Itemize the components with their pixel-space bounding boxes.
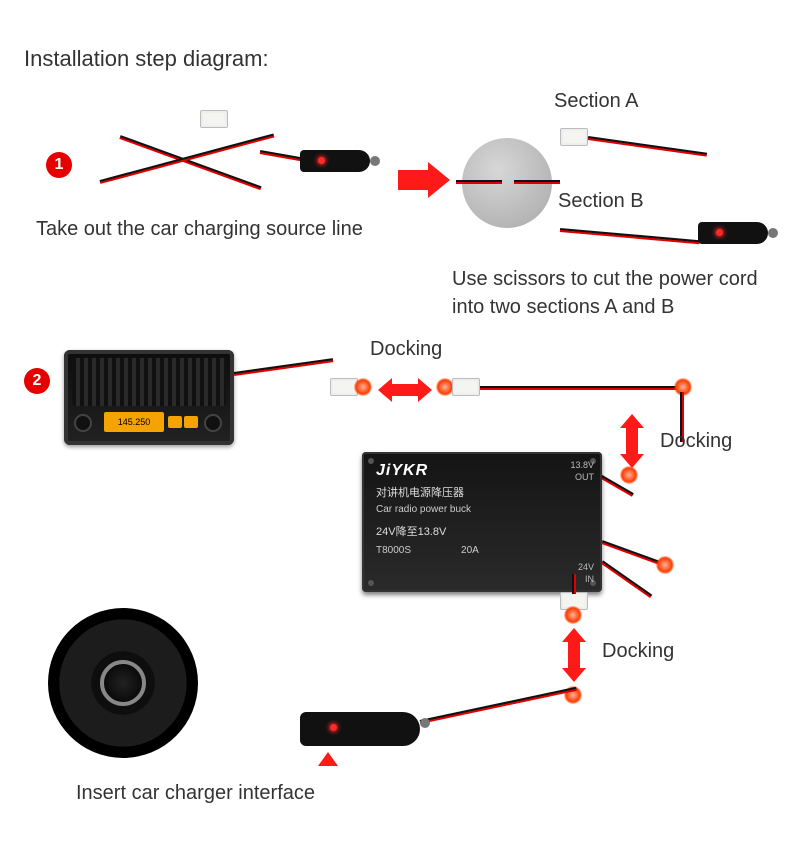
white-connector-icon [560, 128, 588, 146]
radio-screen: 145.250 [104, 412, 164, 432]
step-badge-1: 1 [46, 152, 72, 178]
car-plug-icon [698, 222, 768, 244]
cable-segment [572, 574, 576, 594]
cable-segment [514, 180, 560, 184]
white-connector-icon [452, 378, 480, 396]
buck-en-label: Car radio power buck [376, 504, 588, 515]
glow-dot-icon [656, 556, 674, 574]
glow-dot-icon [354, 378, 372, 396]
section-b-label: Section B [558, 190, 644, 213]
cable-segment [234, 358, 334, 376]
cut-caption-line1: Use scissors to cut the power cord [452, 268, 758, 291]
cable-segment [601, 560, 652, 598]
section-a-label: Section A [554, 90, 639, 113]
buck-model: T8000S [376, 545, 411, 556]
buck-brand: JiYKR [376, 462, 588, 480]
buck-out-v: 13.8V [570, 460, 594, 470]
insert-caption: Insert car charger interface [76, 782, 315, 805]
buck-out-label: OUT [575, 472, 594, 482]
cable-segment [588, 136, 707, 157]
radio-device-icon: 145.250 [64, 350, 234, 445]
buck-amps: 20A [461, 545, 479, 556]
double-arrow-vert-icon [562, 628, 586, 682]
glow-dot-icon [620, 466, 638, 484]
cut-caption-line2: into two sections A and B [452, 296, 674, 319]
step-badge-2: 2 [24, 368, 50, 394]
white-connector-icon [200, 110, 228, 128]
buck-voltage-label: 24V降至13.8V [376, 523, 588, 539]
double-arrow-vert-icon [620, 414, 644, 468]
arrow-right-icon [398, 162, 450, 198]
car-plug-large-icon [300, 712, 420, 746]
buck-in-label: IN [585, 574, 594, 584]
car-socket-icon [48, 608, 198, 758]
power-buck-device-icon: JiYKR 对讲机电源降压器 Car radio power buck 24V降… [362, 452, 602, 592]
cable-segment [456, 180, 502, 184]
buck-cn-label: 对讲机电源降压器 [376, 484, 588, 500]
cable-segment [601, 540, 659, 564]
buck-in-v: 24V [578, 562, 594, 572]
cable-segment [420, 687, 577, 724]
diagram-canvas: Installation step diagram: 1 Take out th… [0, 0, 790, 865]
step1-caption: Take out the car charging source line [36, 218, 363, 241]
docking-label-1: Docking [370, 338, 442, 361]
arrow-up-icon [318, 752, 338, 766]
cable-segment [560, 228, 700, 244]
docking-label-2: Docking [660, 430, 732, 453]
car-plug-icon [300, 150, 370, 172]
docking-label-3: Docking [602, 640, 674, 663]
cable-segment [480, 386, 680, 390]
glow-dot-icon [564, 606, 582, 624]
double-arrow-icon [378, 378, 432, 402]
page-title: Installation step diagram: [24, 46, 269, 72]
